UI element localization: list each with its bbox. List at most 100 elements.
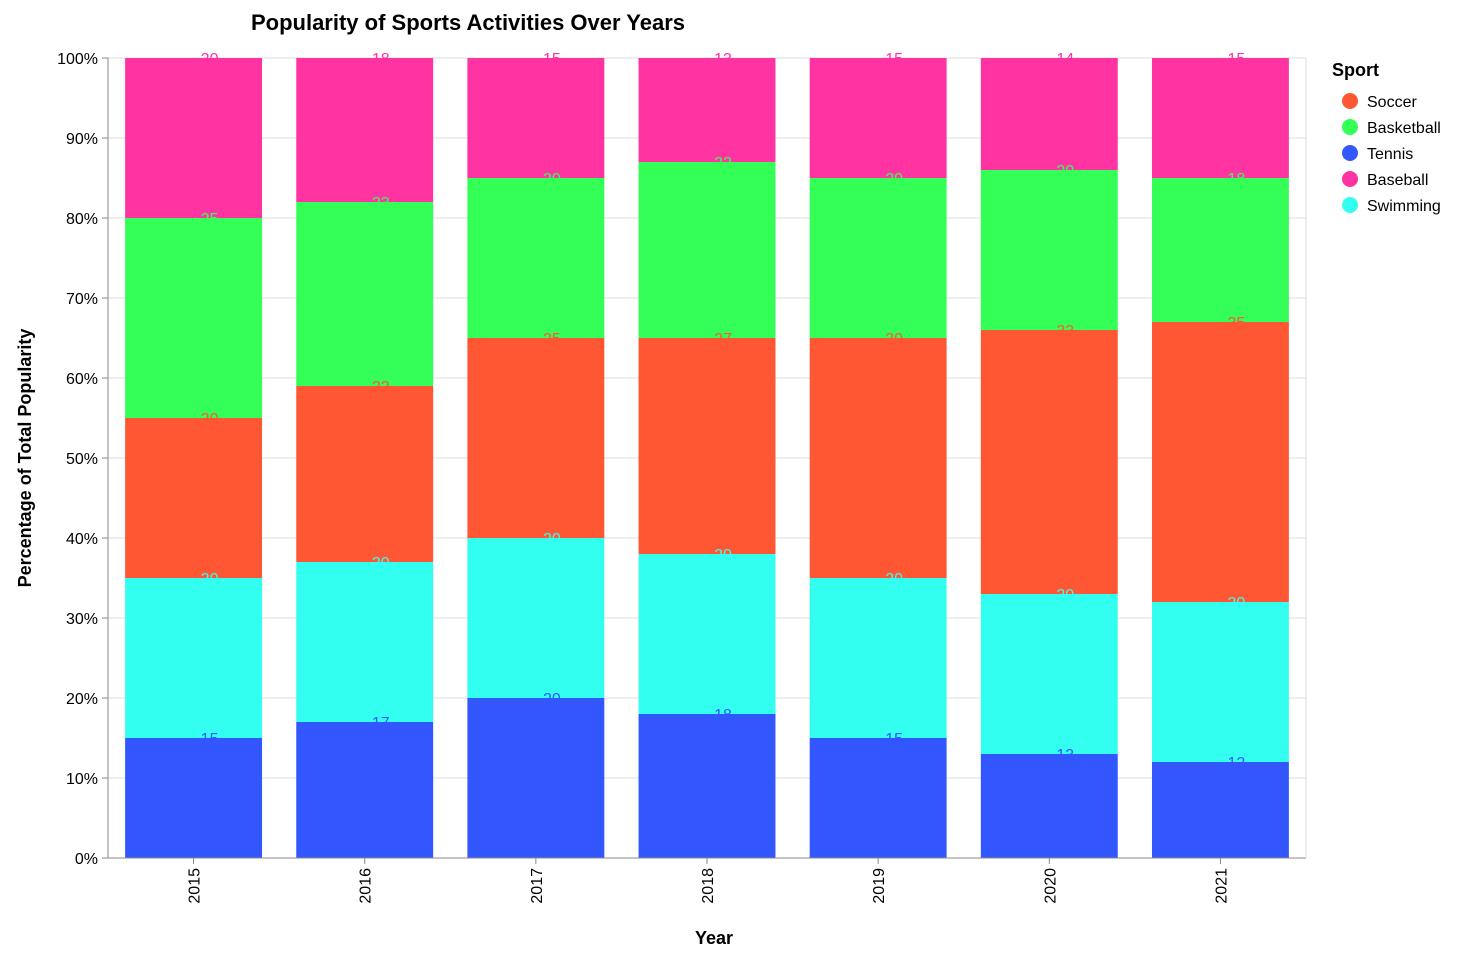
legend-swatch: [1342, 145, 1358, 161]
bar-basketball-2021[interactable]: [1151, 178, 1289, 322]
data-label-swimming-2015: 20: [201, 571, 219, 588]
y-tick-label: 60%: [66, 371, 98, 388]
data-label-soccer-2016: 22: [372, 379, 390, 396]
data-label-tennis-2019: 15: [885, 731, 903, 748]
data-label-baseball-2016: 18: [372, 51, 390, 68]
y-tick-label: 80%: [66, 211, 98, 228]
bar-basketball-2019[interactable]: [809, 178, 947, 338]
bar-baseball-2020[interactable]: [980, 58, 1118, 170]
bar-basketball-2017[interactable]: [467, 178, 605, 338]
legend-swatch: [1342, 119, 1358, 135]
data-label-basketball-2017: 20: [543, 171, 561, 188]
data-label-swimming-2020: 20: [1056, 587, 1074, 604]
bar-swimming-2019[interactable]: [809, 578, 947, 738]
bar-swimming-2017[interactable]: [467, 538, 605, 698]
data-label-swimming-2018: 20: [714, 547, 732, 564]
legend-item-tennis[interactable]: Tennis: [1342, 145, 1413, 163]
bar-tennis-2021[interactable]: [1151, 762, 1289, 858]
legend-item-baseball[interactable]: Baseball: [1342, 171, 1428, 189]
data-label-tennis-2020: 13: [1056, 747, 1074, 764]
bar-baseball-2018[interactable]: [638, 58, 776, 162]
x-tick-label: 2018: [700, 868, 717, 904]
data-label-soccer-2020: 33: [1056, 323, 1074, 340]
data-label-soccer-2021: 35: [1228, 315, 1246, 332]
x-tick-label: 2021: [1213, 868, 1230, 904]
data-label-swimming-2016: 20: [372, 555, 390, 572]
legend-swatch: [1342, 93, 1358, 109]
y-tick-label: 50%: [66, 451, 98, 468]
data-label-swimming-2017: 20: [543, 531, 561, 548]
bar-tennis-2016[interactable]: [296, 722, 434, 858]
legend-swatch: [1342, 171, 1358, 187]
bar-tennis-2017[interactable]: [467, 698, 605, 858]
legend-item-swimming[interactable]: Swimming: [1342, 197, 1441, 215]
data-label-tennis-2017: 20: [543, 691, 561, 708]
data-label-swimming-2019: 20: [885, 571, 903, 588]
bars: [125, 58, 1289, 858]
y-tick-label: 70%: [66, 291, 98, 308]
bar-tennis-2015[interactable]: [125, 738, 263, 858]
bar-soccer-2015[interactable]: [125, 418, 263, 578]
bar-swimming-2016[interactable]: [296, 562, 434, 722]
data-label-basketball-2015: 25: [201, 211, 219, 228]
bar-swimming-2018[interactable]: [638, 554, 776, 714]
bar-soccer-2017[interactable]: [467, 338, 605, 538]
bar-baseball-2021[interactable]: [1151, 58, 1289, 178]
bar-soccer-2018[interactable]: [638, 338, 776, 554]
bar-tennis-2018[interactable]: [638, 714, 776, 858]
x-tick-label: 2015: [187, 868, 204, 904]
y-tick-label: 20%: [66, 691, 98, 708]
legend-item-basketball[interactable]: Basketball: [1342, 119, 1441, 137]
legend-title: Sport: [1332, 60, 1379, 80]
bar-tennis-2019[interactable]: [809, 738, 947, 858]
axes: 0%10%20%30%40%50%60%70%80%90%100%2015 201…: [57, 51, 1307, 904]
bar-soccer-2021[interactable]: [1151, 322, 1289, 602]
data-label-tennis-2016: 17: [372, 715, 390, 732]
data-label-tennis-2018: 18: [714, 707, 732, 724]
data-label-tennis-2015: 15: [201, 731, 219, 748]
bar-swimming-2020[interactable]: [980, 594, 1118, 754]
data-label-baseball-2020: 14: [1056, 51, 1074, 68]
bar-baseball-2016[interactable]: [296, 58, 434, 202]
data-label-baseball-2019: 15: [885, 51, 903, 68]
legend-swatch: [1342, 197, 1358, 213]
data-label-baseball-2021: 15: [1228, 51, 1246, 68]
y-tick-label: 10%: [66, 771, 98, 788]
bar-soccer-2016[interactable]: [296, 386, 434, 562]
data-label-soccer-2018: 27: [714, 331, 732, 348]
data-label-basketball-2021: 18: [1228, 171, 1246, 188]
y-tick-label: 40%: [66, 531, 98, 548]
legend-label: Soccer: [1367, 94, 1417, 111]
x-tick-label: 2017: [529, 868, 546, 904]
y-tick-label: 30%: [66, 611, 98, 628]
legend-item-soccer[interactable]: Soccer: [1342, 93, 1417, 111]
x-axis-title: Year: [695, 928, 733, 948]
data-label-soccer-2019: 30: [885, 331, 903, 348]
bar-baseball-2019[interactable]: [809, 58, 947, 178]
legend[interactable]: Sport Soccer Basketball Tennis Baseball Swim…: [1332, 60, 1441, 215]
data-label-soccer-2015: 20: [201, 411, 219, 428]
data-labels: 15 20 20 25 20 17 20 22 23 18 20 20 25 20 15 18 20 27 22 13…: [201, 51, 1246, 772]
bar-basketball-2020[interactable]: [980, 170, 1118, 330]
bar-soccer-2020[interactable]: [980, 330, 1118, 594]
bar-swimming-2021[interactable]: [1151, 602, 1289, 762]
data-label-baseball-2015: 20: [201, 51, 219, 68]
bar-baseball-2015[interactable]: [125, 58, 263, 218]
y-tick-label: 90%: [66, 131, 98, 148]
bar-basketball-2016[interactable]: [296, 202, 434, 386]
y-tick-label: 100%: [57, 51, 98, 68]
bar-swimming-2015[interactable]: [125, 578, 263, 738]
y-axis-title: Percentage of Total Popularity: [15, 329, 35, 588]
bar-baseball-2017[interactable]: [467, 58, 605, 178]
data-label-swimming-2021: 20: [1228, 595, 1246, 612]
bar-soccer-2019[interactable]: [809, 338, 947, 578]
y-tick-label: 0%: [75, 851, 98, 868]
chart-title: Popularity of Sports Activities Over Yea…: [251, 10, 685, 35]
bar-basketball-2018[interactable]: [638, 162, 776, 338]
bar-basketball-2015[interactable]: [125, 218, 263, 418]
bar-tennis-2020[interactable]: [980, 754, 1118, 858]
x-tick-label: 2019: [871, 868, 888, 904]
legend-label: Basketball: [1367, 120, 1441, 137]
